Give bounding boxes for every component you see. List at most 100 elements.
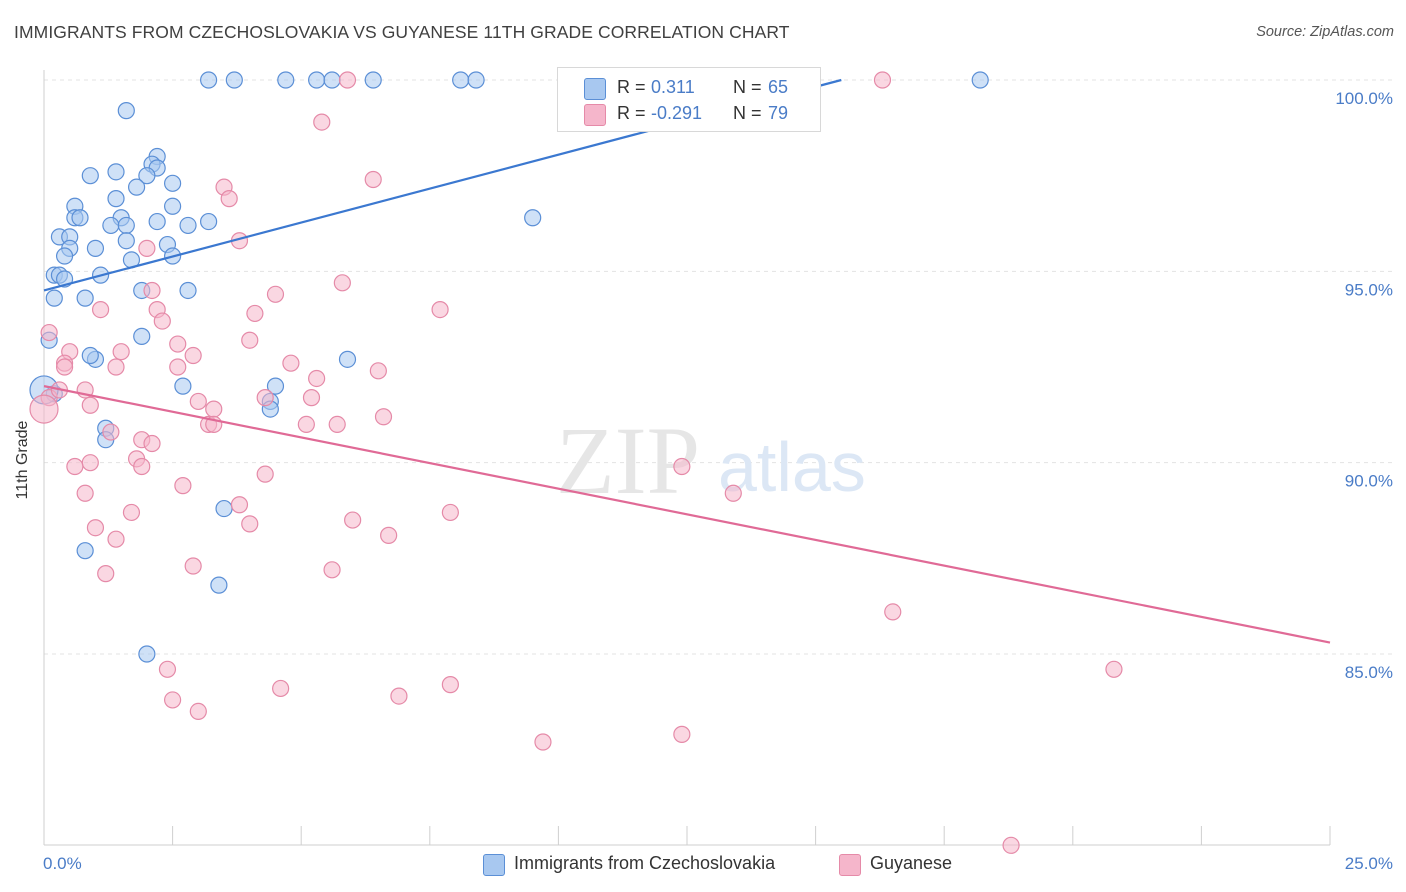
guyanese-point — [328, 415, 346, 433]
guyanese-point — [246, 304, 264, 323]
legend-label: Guyanese — [870, 853, 953, 873]
guyanese-point — [256, 389, 274, 407]
czechoslovakia-point — [76, 289, 94, 307]
czechoslovakia-point — [117, 102, 135, 120]
watermark-atlas: atlas — [718, 428, 866, 506]
guyanese-point — [81, 396, 99, 414]
czechoslovakia-point — [133, 327, 151, 345]
guyanese-point — [308, 369, 326, 388]
czechoslovakia-point — [76, 542, 94, 560]
czechoslovakia-point — [225, 71, 243, 89]
source-label: Source: ZipAtlas.com — [1256, 24, 1394, 40]
legend-r-label: R = — [617, 77, 646, 97]
chart-title: IMMIGRANTS FROM CZECHOSLOVAKIA VS GUYANE… — [14, 22, 790, 42]
legend-r-value: 0.311 — [651, 77, 695, 97]
guyanese-point — [86, 519, 105, 537]
guyanese-point — [241, 331, 259, 349]
guyanese-point — [66, 457, 84, 476]
guyanese-point — [1105, 660, 1123, 678]
guyanese-point — [272, 679, 290, 698]
czechoslovakia-point — [323, 71, 341, 89]
czechoslovakia-point — [467, 71, 485, 89]
guyanese-point — [344, 511, 362, 529]
czechoslovakia-point — [127, 178, 146, 196]
guyanese-point — [297, 415, 315, 433]
guyanese-point — [184, 557, 202, 575]
guyanese-point — [40, 323, 58, 342]
czechoslovakia-point — [55, 247, 74, 265]
legend-n-label: N = — [733, 103, 762, 123]
guyanese-point — [323, 561, 341, 579]
czechoslovakia-point — [102, 216, 120, 235]
legend-r-value: -0.291 — [651, 103, 703, 123]
czechoslovakia-point — [138, 167, 156, 185]
guyanese-point — [313, 113, 331, 131]
x-tick-label-max: 25.0% — [1345, 854, 1393, 873]
y-tick-label: 90.0% — [1345, 472, 1393, 491]
czechoslovakia-point — [524, 209, 542, 227]
guyanese-point — [282, 354, 300, 372]
guyanese-point — [338, 71, 357, 89]
czechoslovakia-point — [117, 216, 135, 235]
czechoslovakia-point — [277, 71, 295, 89]
czechoslovakia-point — [107, 190, 125, 208]
legend-n-label: N = — [733, 77, 762, 97]
trend-lines — [43, 78, 1331, 644]
guyanese-point — [174, 477, 192, 495]
guyanese-point — [431, 301, 449, 319]
guyanese-point — [112, 343, 130, 361]
czechoslovakia-point — [86, 239, 105, 257]
legend-label: Immigrants from Czechoslovakia — [514, 853, 776, 873]
series-legend: Immigrants from Czechoslovakia Guyanese — [0, 852, 1406, 878]
guyanese-point — [380, 526, 398, 544]
guyanese-point — [184, 346, 202, 365]
guyanese-point — [241, 515, 259, 533]
guyanese-point — [302, 389, 321, 407]
czechoslovakia-point — [308, 71, 326, 89]
czechoslovakia-point — [452, 71, 470, 89]
guyanese-point — [1002, 836, 1020, 854]
series-guyanese — [29, 71, 1123, 854]
guyanese-point — [266, 285, 285, 303]
guyanese-point — [76, 484, 94, 502]
y-tick-label: 95.0% — [1345, 280, 1393, 299]
guyanese-point — [107, 530, 125, 548]
guyanese-point — [102, 423, 120, 441]
legend-n-value: 65 — [768, 77, 789, 97]
guyanese-point — [390, 687, 408, 705]
czechoslovakia-point — [81, 346, 99, 365]
guyanese-point — [364, 170, 382, 189]
czechoslovakia-point — [164, 174, 182, 192]
czechoslovakia-point — [71, 209, 89, 227]
legend-n-value: 79 — [768, 103, 789, 123]
guyanese-point — [333, 274, 351, 292]
legend-swatch-pink — [584, 104, 606, 126]
czechoslovakia-point — [148, 212, 166, 231]
czechoslovakia-point — [338, 350, 357, 368]
guyanese-point — [97, 565, 115, 583]
correlation-legend: R = 0.311 N = 65 R = -0.291 N = 79 — [557, 67, 821, 132]
guyanese-point — [107, 358, 125, 376]
czechoslovakia-point — [971, 71, 989, 89]
guyanese-point — [169, 358, 187, 376]
guyanese-point — [673, 725, 691, 743]
guyanese-point — [143, 281, 161, 300]
y-tick-label: 85.0% — [1345, 663, 1393, 682]
guyanese-point — [169, 335, 187, 353]
czechoslovakia-point — [215, 499, 233, 518]
czechoslovakia-point — [81, 167, 99, 185]
guyanese-point — [153, 312, 171, 330]
guyanese-point — [205, 400, 223, 418]
legend-swatch-pink — [839, 854, 861, 876]
y-tick-label: 100.0% — [1335, 89, 1393, 108]
guyanese-point — [873, 71, 892, 89]
guyanese-point — [220, 190, 238, 208]
guyanese-point — [673, 457, 691, 476]
guyanese-point — [189, 392, 207, 411]
czechoslovakia-point — [200, 212, 218, 231]
czechoslovakia-point — [107, 163, 125, 181]
axes — [43, 70, 1331, 846]
czechoslovakia-point — [45, 289, 63, 307]
czechoslovakia-point — [164, 197, 182, 215]
